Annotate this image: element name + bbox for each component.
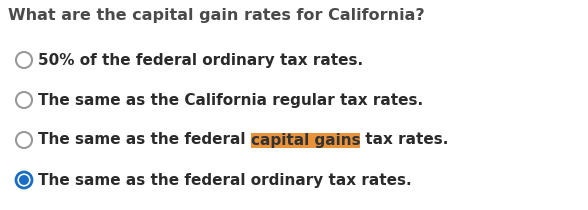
Text: What are the capital gain rates for California?: What are the capital gain rates for Cali… (8, 8, 425, 23)
Text: 50% of the federal ordinary tax rates.: 50% of the federal ordinary tax rates. (38, 52, 363, 67)
Text: The same as the California regular tax rates.: The same as the California regular tax r… (38, 92, 423, 108)
Text: The same as the federal ordinary tax rates.: The same as the federal ordinary tax rat… (38, 172, 412, 188)
Text: capital gains: capital gains (250, 133, 360, 147)
Text: tax rates.: tax rates. (360, 133, 449, 147)
Text: The same as the federal: The same as the federal (38, 133, 250, 147)
